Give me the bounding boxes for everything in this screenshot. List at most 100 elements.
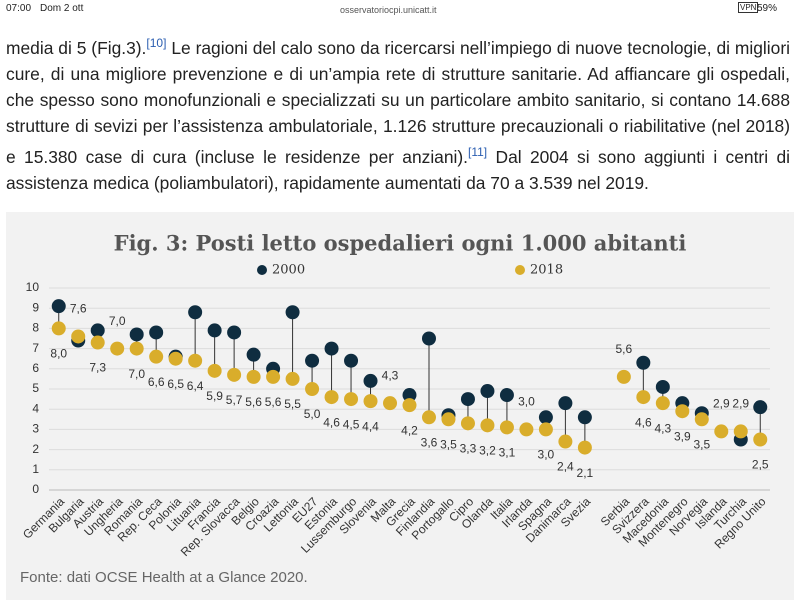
url[interactable]: osservatoriocpi.unicatt.it bbox=[340, 5, 437, 15]
dot-2000 bbox=[402, 388, 417, 403]
dot-2018 bbox=[207, 363, 222, 378]
data-label: 4,3 bbox=[382, 368, 399, 382]
data-label: 5,6 bbox=[245, 395, 262, 409]
footnote-link[interactable]: [10] bbox=[146, 36, 167, 50]
y-tick-label: 2 bbox=[32, 442, 39, 456]
dot-2018 bbox=[538, 422, 553, 437]
vpn: VPN bbox=[738, 2, 759, 13]
data-label: 6,4 bbox=[187, 379, 204, 393]
dot-2000 bbox=[421, 331, 436, 346]
data-label: 2,5 bbox=[752, 458, 769, 472]
y-tick-label: 1 bbox=[32, 462, 39, 476]
data-label: 3,9 bbox=[674, 429, 691, 443]
data-label: 5,6 bbox=[265, 395, 282, 409]
data-label: 2,4 bbox=[557, 460, 574, 474]
dot-2000 bbox=[149, 325, 164, 340]
data-label: 7,6 bbox=[70, 302, 87, 316]
dot-2000 bbox=[129, 327, 144, 342]
y-tick-label: 5 bbox=[32, 381, 39, 395]
paragraph: media di 5 (Fig.3).[10] Le ragioni del c… bbox=[6, 30, 790, 196]
text: Dal 2004 si sono aggiunti i centri di as… bbox=[6, 146, 790, 193]
dot-2000 bbox=[227, 325, 242, 340]
dot-2018 bbox=[383, 396, 398, 411]
y-tick-label: 0 bbox=[32, 482, 39, 496]
data-label: 4,3 bbox=[654, 421, 671, 435]
footnote-link[interactable]: [11] bbox=[468, 144, 488, 159]
time: 07:00 bbox=[6, 3, 32, 14]
data-label: 3,1 bbox=[499, 446, 516, 460]
data-label: 4,6 bbox=[323, 415, 340, 429]
dot-2018 bbox=[227, 367, 242, 382]
legend-label: 2000 bbox=[272, 263, 305, 278]
dot-2018 bbox=[733, 424, 748, 439]
dot-2000 bbox=[246, 347, 261, 362]
data-label: 2,9 bbox=[732, 397, 749, 411]
dot-2018 bbox=[441, 412, 456, 427]
dot-2000 bbox=[363, 373, 378, 388]
dot-2018 bbox=[363, 394, 378, 409]
dot-2018 bbox=[246, 369, 261, 384]
dot-2018 bbox=[129, 341, 144, 356]
text: media di 5 (Fig.3). bbox=[6, 37, 147, 58]
dot-2018 bbox=[344, 392, 359, 407]
dot-2000 bbox=[460, 392, 475, 407]
dot-2018 bbox=[71, 329, 86, 344]
dot-2018 bbox=[168, 351, 183, 366]
data-label: 3,2 bbox=[479, 444, 496, 458]
dot-2000 bbox=[480, 384, 495, 399]
y-tick-label: 10 bbox=[26, 280, 40, 294]
data-label: 5,9 bbox=[206, 389, 223, 403]
data-label: 6,5 bbox=[167, 377, 184, 391]
dot-2000 bbox=[285, 305, 300, 320]
dot-2018 bbox=[616, 369, 631, 384]
dot-2018 bbox=[460, 416, 475, 431]
legend-marker bbox=[515, 265, 525, 275]
y-tick-label: 4 bbox=[32, 401, 39, 415]
dot-2018 bbox=[499, 420, 514, 435]
source: Fonte: dati OCSE Health at a Glance 2020… bbox=[20, 569, 308, 586]
dot-2018 bbox=[675, 404, 690, 419]
data-label: 3,0 bbox=[538, 448, 555, 462]
dot-2018 bbox=[402, 398, 417, 413]
dot-2000 bbox=[577, 410, 592, 425]
data-label: 3,3 bbox=[460, 442, 477, 456]
dot-2018 bbox=[51, 321, 66, 336]
dot-2018 bbox=[753, 432, 768, 447]
dot-2000 bbox=[538, 410, 553, 425]
dot-2018 bbox=[324, 390, 339, 405]
dot-2000 bbox=[305, 353, 320, 368]
data-label: 6,6 bbox=[148, 375, 165, 389]
legend-label: 2018 bbox=[530, 263, 563, 278]
y-tick-label: 7 bbox=[32, 341, 39, 355]
dot-2000 bbox=[655, 379, 670, 394]
legend-marker bbox=[257, 265, 267, 275]
y-tick-label: 3 bbox=[32, 422, 39, 436]
dot-2018 bbox=[110, 341, 125, 356]
dot-2000 bbox=[636, 355, 651, 370]
data-label: 4,4 bbox=[362, 419, 379, 433]
dot-2018 bbox=[305, 382, 320, 396]
data-label: 3,5 bbox=[440, 437, 457, 451]
chart-title: Fig. 3: Posti letto ospedalieri ogni 1.0… bbox=[114, 231, 687, 256]
dot-2018 bbox=[694, 412, 709, 427]
dot-2018 bbox=[577, 440, 592, 455]
data-label: 8,0 bbox=[50, 347, 67, 361]
dot-2018 bbox=[655, 396, 670, 411]
data-label: 3,0 bbox=[518, 395, 535, 409]
dot-2000 bbox=[51, 299, 66, 314]
dot-2018 bbox=[480, 418, 495, 433]
status-bar: 07:00 Dom 2 ott osservatoriocpi.unicatt.… bbox=[0, 0, 800, 16]
data-label: 5,0 bbox=[304, 407, 321, 421]
dot-2018 bbox=[285, 371, 300, 386]
data-label: 5,6 bbox=[616, 342, 633, 356]
dot-2000 bbox=[324, 341, 339, 356]
dot-2000 bbox=[344, 353, 359, 368]
data-label: 7,0 bbox=[109, 314, 126, 328]
dot-2018 bbox=[188, 353, 203, 368]
chart: Fig. 3: Posti letto ospedalieri ogni 1.0… bbox=[6, 212, 794, 600]
data-label: 4,6 bbox=[635, 415, 652, 429]
dot-2018 bbox=[90, 335, 105, 350]
data-label: 4,5 bbox=[343, 417, 360, 431]
dot-2018 bbox=[636, 390, 651, 405]
